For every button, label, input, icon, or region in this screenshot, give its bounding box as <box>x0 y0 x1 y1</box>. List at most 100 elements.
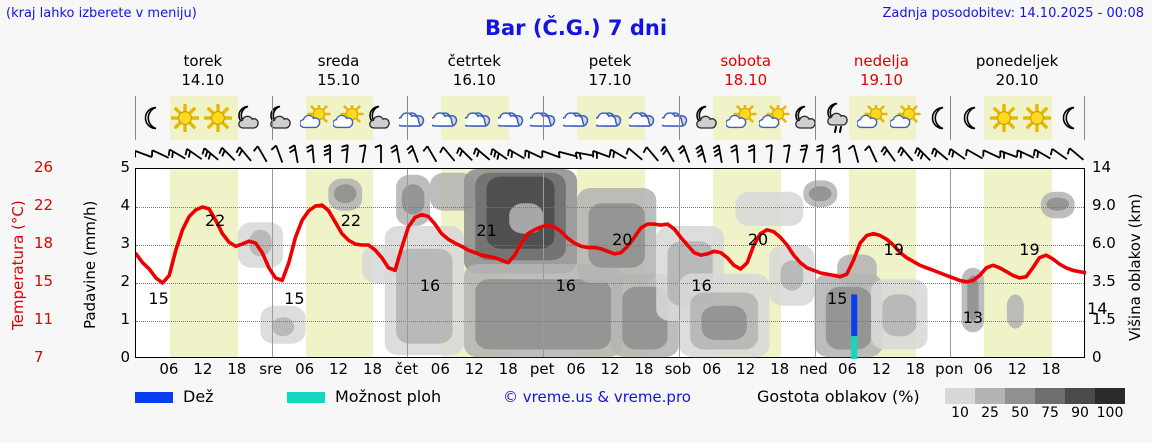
cloud-icon <box>431 96 464 140</box>
gridline-horizontal <box>136 283 1084 284</box>
temperature-tick: 11 <box>34 310 54 328</box>
x-axis-tick: 12 <box>464 360 484 378</box>
temperature-min-label: 14 <box>1087 298 1108 318</box>
x-axis-tick: pon <box>935 360 964 378</box>
cloud-height-tick: 9.0 <box>1092 196 1116 214</box>
temperature-tick: 15 <box>34 272 54 290</box>
day-separator <box>678 96 680 140</box>
day-name: sobota <box>720 52 772 70</box>
temperature-max-label: 22 <box>204 211 226 230</box>
temperature-min-label: 16 <box>419 276 441 296</box>
temperature-max-label: 22 <box>340 211 362 230</box>
cloud-density-tick: 10 <box>951 405 969 421</box>
day-date: 20.10 <box>995 71 1039 89</box>
x-axis-tick: 12 <box>600 360 620 378</box>
x-axis-tick: 06 <box>702 360 722 378</box>
cloud-density-swatch <box>975 388 1005 404</box>
sun-cloud-icon <box>889 96 922 140</box>
sun-icon <box>202 96 235 140</box>
gridline-day <box>950 169 952 357</box>
temperature-max-label: 19 <box>1019 239 1040 259</box>
x-axis-tick: 18 <box>905 360 925 378</box>
temperature-axis-title: Temperatura (°C) <box>9 200 27 330</box>
day-header-torek: torek 14.10 <box>135 52 271 94</box>
day-date: 14.10 <box>181 71 225 89</box>
moon-cloud-icon <box>693 96 726 140</box>
cloud-density-swatch <box>945 388 975 404</box>
cloud-height-tick: 0 <box>1092 348 1102 366</box>
precipitation-tick: 4 <box>120 196 130 214</box>
gridline-day <box>407 169 409 357</box>
moon-cloud-icon <box>365 96 398 140</box>
moon-cloud-rain-icon <box>824 96 857 140</box>
precipitation-tick: 2 <box>120 272 130 290</box>
x-axis-tick: 06 <box>837 360 858 378</box>
cloud-density-legend-label: Gostota oblakov (%) <box>757 387 920 406</box>
day-separator <box>543 96 545 140</box>
temperature-max-label: 21 <box>476 220 497 240</box>
day-date: 19.10 <box>859 71 903 89</box>
precipitation-bars <box>851 294 858 359</box>
sun-cloud-icon <box>300 96 333 140</box>
moon-icon <box>922 96 955 140</box>
weather-icon-row <box>135 96 1085 140</box>
precipitation-tick: 3 <box>120 234 130 252</box>
day-separator <box>814 96 816 140</box>
cloud-density-swatch <box>1035 388 1065 404</box>
gridline-horizontal <box>136 321 1084 322</box>
x-axis-tick: pet <box>529 360 555 378</box>
temperature-curve <box>136 203 1086 285</box>
day-name: nedelja <box>853 52 909 70</box>
cloud-density-tick: 90 <box>1071 405 1089 421</box>
showers-legend-swatch <box>287 392 325 403</box>
sun-icon <box>169 96 202 140</box>
cloud-density-field <box>237 169 1075 358</box>
copyright-text: © vreme.us & vreme.pro <box>503 388 691 406</box>
temperature-min-label: 16 <box>555 276 576 296</box>
cloud-icon <box>398 96 431 140</box>
cloud-icon <box>660 96 693 140</box>
day-name: petek <box>588 52 632 70</box>
cloud-density-scale <box>945 388 1125 404</box>
x-axis-tick: čet <box>394 360 419 378</box>
temperature-tick: 7 <box>34 348 44 366</box>
day-name: ponedeljek <box>975 52 1059 70</box>
cloud-density-tick: 50 <box>1011 405 1029 421</box>
precipitation-axis-title: Padavine (mm/h) <box>81 200 99 330</box>
gridline-day <box>543 169 545 357</box>
cloud-height-tick: 6.0 <box>1092 234 1116 252</box>
x-axis-tick: 06 <box>295 360 315 378</box>
temperature-min-label: 15 <box>148 289 169 308</box>
moon-cloud-icon <box>234 96 267 140</box>
day-date: 15.10 <box>317 71 361 89</box>
moon-icon <box>1053 96 1086 140</box>
cloud-icon <box>529 96 562 140</box>
x-axis-tick: 18 <box>770 360 790 378</box>
x-axis-tick: 12 <box>871 360 891 378</box>
x-axis-tick: 18 <box>634 360 654 378</box>
day-header-nedelja: nedelja 19.10 <box>814 52 950 94</box>
moon-cloud-icon <box>791 96 824 140</box>
x-axis-tick: 12 <box>736 360 756 378</box>
day-separator <box>950 96 952 140</box>
temperature-max-label: 20 <box>612 230 633 249</box>
cloud-density-swatch <box>1065 388 1095 404</box>
cloud-density-tick: 25 <box>981 405 999 421</box>
meteogram-plot: 15 22 15 22 16 21 16 20 16 20 15 19 13 19 14 <box>135 168 1107 359</box>
temperature-min-label: 15 <box>284 289 305 308</box>
x-axis-tick: 12 <box>193 360 213 378</box>
page-title: Bar (Č.G.) 7 dni <box>484 16 668 40</box>
sun-icon <box>1020 96 1053 140</box>
cloud-height-tick: 1.5 <box>1092 310 1116 328</box>
x-axis-tick: 06 <box>973 360 993 378</box>
x-axis-ticks: 06 12 18 sre 06 12 18 čet 06 12 18 pet 06 12 18 sob 06 12… <box>135 360 1085 380</box>
x-axis-tick: 06 <box>566 360 586 378</box>
rain-legend-label: Dež <box>183 387 214 406</box>
cloud-density-tick: 75 <box>1041 405 1059 421</box>
day-date: 17.10 <box>588 71 632 89</box>
gridline-horizontal <box>136 245 1084 246</box>
x-axis-tick: 18 <box>362 360 383 378</box>
day-header-sreda: sreda 15.10 <box>271 52 407 94</box>
cloud-height-tick: 3.5 <box>1092 272 1116 290</box>
cloud-icon <box>496 96 529 140</box>
